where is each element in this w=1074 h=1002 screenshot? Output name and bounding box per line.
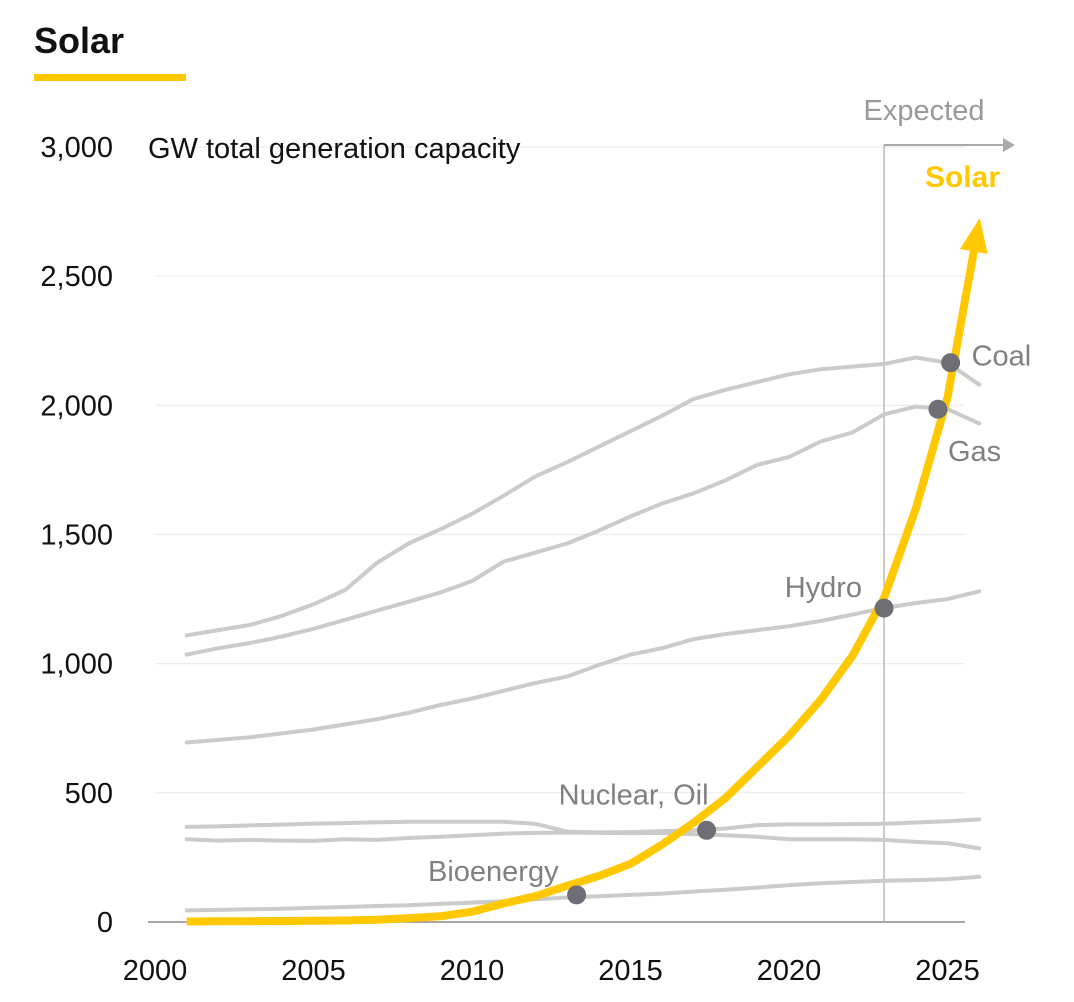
series-line-gas [184,404,982,657]
x-tick-label: 2020 [757,955,822,987]
crossover-label: Bioenergy [428,856,559,888]
solar-arrow-head [960,218,988,254]
y-tick-label: 0 [97,907,113,939]
x-tick-label: 2005 [281,955,346,987]
y-tick-label: 3,000 [40,132,113,164]
y-tick-label: 2,000 [40,390,113,422]
series-line-nuclear [184,817,982,835]
crossover-marker [697,820,717,840]
expected-label: Expected [864,95,985,127]
x-tick-label: 2000 [123,955,188,987]
expected-layer: Expected [864,95,1015,922]
x-tick-label: 2025 [915,955,980,987]
solar-layer [186,218,988,926]
crossover-label: Gas [948,436,1001,468]
y-axis-unit-label: GW total generation capacity [148,133,521,165]
expected-arrow-head [1003,138,1015,152]
crossover-label: Nuclear, Oil [559,779,709,811]
series-layer [184,355,982,913]
crossover-marker [874,598,894,618]
marker-layer [567,353,961,905]
x-tick-label: 2010 [440,955,505,987]
y-tick-label: 1,500 [40,520,113,552]
series-line-hydro [184,589,982,745]
crossover-label: Hydro [785,572,862,604]
series-line-coal [184,355,982,638]
y-tick-label: 1,000 [40,649,113,681]
x-tick-label: 2015 [598,955,663,987]
crossover-label: Coal [972,341,1032,373]
y-tick-label: 500 [65,778,113,810]
series-line-oil [184,830,982,851]
y-tick-label: 2,500 [40,261,113,293]
series-label-solar: Solar [925,161,1000,194]
crossover-marker [941,353,961,373]
series-line-solar [186,248,979,926]
crossover-marker [567,885,587,905]
label-layer: Solar Bioenergy Nuclear, Oil Hydro Gas Coal [428,161,1031,888]
chart-title: Solar [34,20,125,61]
grid-layer: 0 500 1,000 1,500 2,000 2,500 3,000 2000 2005 201… [40,132,979,987]
title-underline [34,74,186,81]
crossover-marker [928,399,948,419]
